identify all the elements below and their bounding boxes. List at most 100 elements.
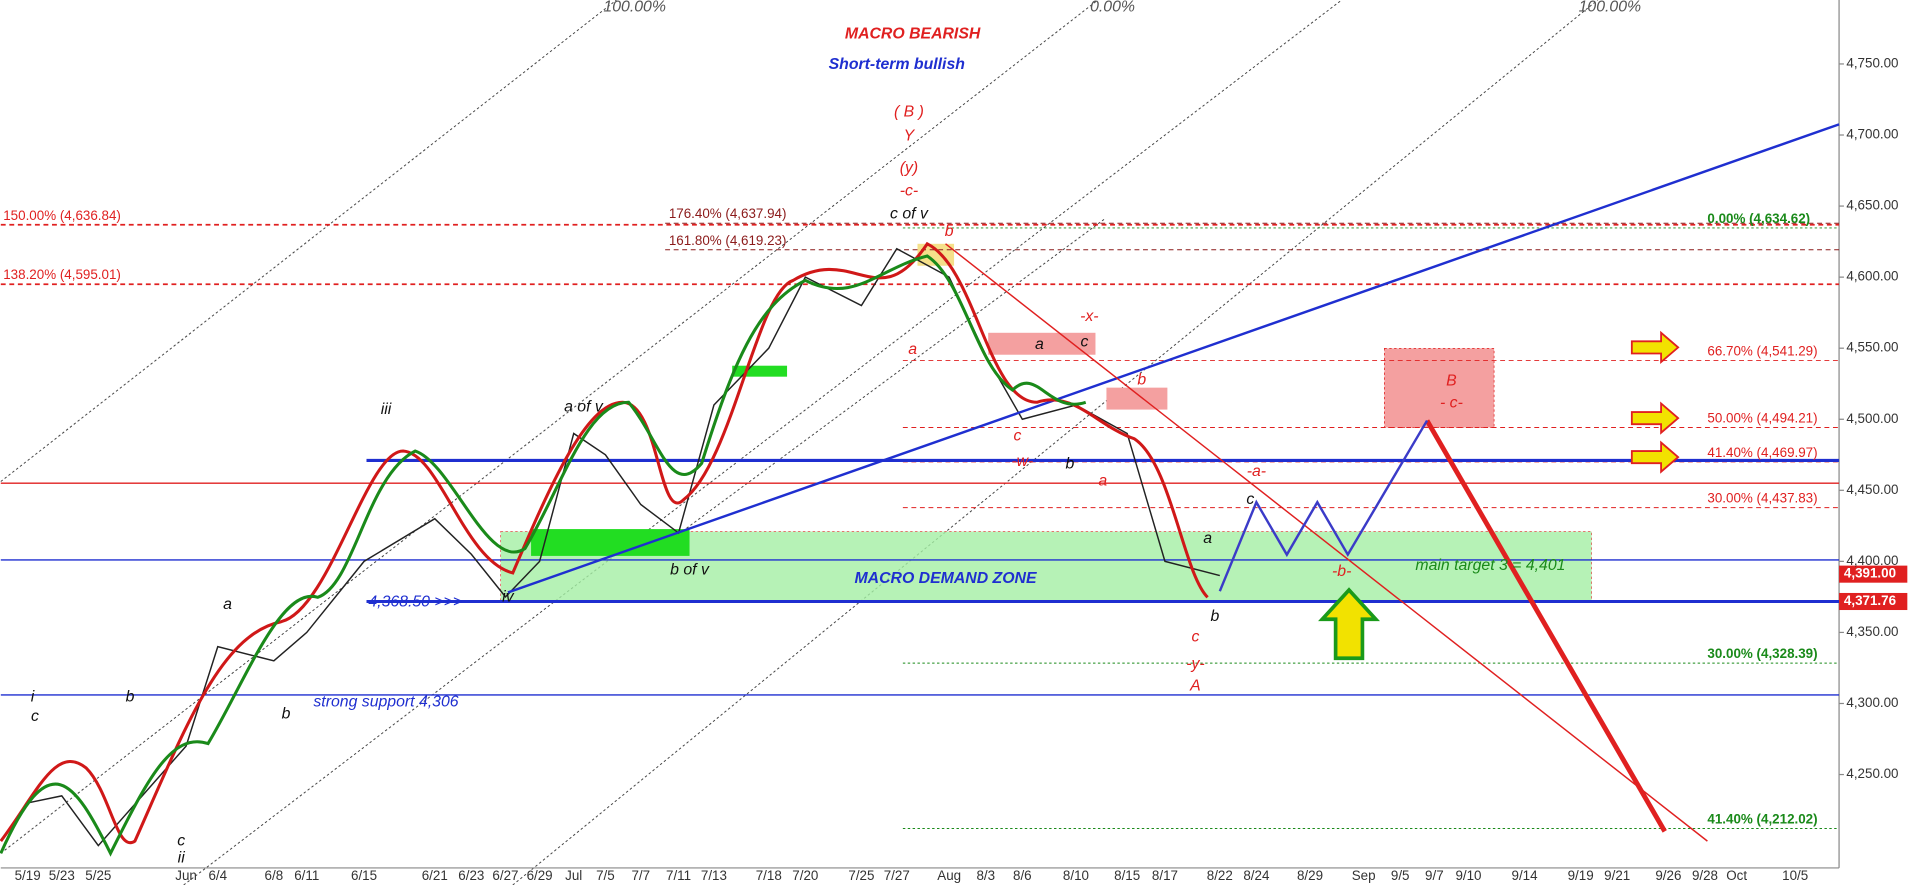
x-tick-label: 7/13	[701, 868, 727, 883]
x-tick-label: 9/28	[1692, 868, 1718, 883]
small-demand-block	[732, 365, 788, 377]
annotation: c of v	[890, 206, 929, 223]
y-tick-label: 4,750.00	[1846, 55, 1898, 70]
annotation: a	[223, 596, 232, 613]
annotation: b	[282, 706, 291, 723]
x-tick-label: 6/27	[492, 868, 518, 883]
x-tick-label: 7/27	[884, 868, 910, 883]
x-tick-label: 7/25	[848, 868, 874, 883]
y-tick-label: 4,400.00	[1846, 553, 1898, 568]
annotation: c	[177, 832, 185, 849]
fib-label: 41.40% (4,469.97)	[1707, 445, 1817, 460]
fib-label: 161.80% (4,619.23)	[669, 233, 787, 248]
annotation: iv	[502, 589, 515, 606]
parallel-channels	[0, 0, 1599, 885]
annotation: b	[1211, 608, 1220, 625]
x-tick-label: 8/29	[1297, 868, 1323, 883]
annotation: b of v	[670, 562, 710, 579]
annotation: -a-	[1247, 463, 1266, 480]
supply-block	[988, 332, 1096, 355]
x-tick-label: 8/22	[1207, 868, 1233, 883]
x-tick-label: 5/25	[85, 868, 111, 883]
x-tick-label: 6/29	[527, 868, 553, 883]
x-tick-label: 9/21	[1604, 868, 1630, 883]
x-tick-label: 7/18	[756, 868, 782, 883]
annotation: -b-	[1332, 563, 1351, 580]
annotation: B	[1446, 373, 1457, 390]
y-tick-label: 4,250.00	[1846, 766, 1898, 781]
y-tick-label: 4,450.00	[1846, 482, 1898, 497]
y-tick-label: 4,700.00	[1846, 127, 1898, 142]
annotation: - c-	[1440, 395, 1463, 412]
x-tick-label: 10/5	[1782, 868, 1808, 883]
fib-label: 30.00% (4,328.39)	[1707, 646, 1817, 661]
annotation: b	[1065, 456, 1074, 473]
fib-label: 150.00% (4,636.84)	[3, 208, 121, 223]
x-tick-label: 9/26	[1655, 868, 1681, 883]
annotation: i	[31, 688, 35, 705]
annotation: c	[1246, 491, 1254, 508]
annotation: b	[126, 688, 135, 705]
annotation: c	[1013, 428, 1021, 445]
x-tick-label: 9/7	[1425, 868, 1444, 883]
y-tick-label: 4,650.00	[1846, 198, 1898, 213]
price-flag	[1839, 592, 1908, 611]
fib-label: 41.40% (4,212.02)	[1707, 812, 1817, 827]
supply-block	[1106, 387, 1168, 410]
fib-label: 50.00% (4,494.21)	[1707, 410, 1817, 425]
x-tick-label: 8/15	[1114, 868, 1140, 883]
y-tick-label: 4,350.00	[1846, 624, 1898, 639]
x-tick-label: Jul	[565, 868, 582, 883]
annotation: -c-	[900, 183, 918, 200]
annotation: A	[1189, 677, 1201, 694]
price-flag-label: 4,371.76	[1844, 593, 1896, 608]
x-tick-label: 5/23	[49, 868, 75, 883]
x-tick-label: 6/15	[351, 868, 377, 883]
annotation: main target 3 = 4,401	[1415, 557, 1565, 574]
annotation: a	[908, 341, 917, 358]
annotation: -w-	[1011, 453, 1033, 470]
annotation: 100.00%	[1579, 0, 1642, 16]
annotation: Short-term bullish	[829, 56, 965, 73]
x-tick-label: 8/17	[1152, 868, 1178, 883]
arrows	[1318, 330, 1680, 661]
fib-label: 66.70% (4,541.29)	[1707, 344, 1817, 359]
annotation: ii	[178, 849, 186, 866]
x-tick-label: 9/10	[1455, 868, 1481, 883]
x-tick-label: 8/3	[976, 868, 995, 883]
annotation: 4,368.50 >>>	[368, 593, 462, 610]
fib-label: 138.20% (4,595.01)	[3, 267, 121, 282]
annotation: 100.00%	[603, 0, 666, 16]
y-tick-label: 4,300.00	[1846, 695, 1898, 710]
annotation: a	[1035, 336, 1044, 353]
demand-block	[531, 529, 690, 556]
y-tick-label: 4,500.00	[1846, 411, 1898, 426]
annotation: c	[1081, 334, 1089, 351]
annotation: a	[1203, 530, 1212, 547]
x-tick-label: 7/7	[631, 868, 650, 883]
annotation: a	[1098, 473, 1107, 490]
x-tick-label: 9/5	[1391, 868, 1410, 883]
annotation: -y-	[1186, 656, 1204, 673]
x-tick-label: 6/11	[294, 868, 319, 883]
x-tick-label: 8/6	[1013, 868, 1032, 883]
annotation: strong support 4,306	[313, 693, 458, 710]
fib-label: 0.00% (4,634.62)	[1707, 211, 1810, 226]
price-flag-label: 4,391.00	[1844, 566, 1896, 581]
price-flag	[1839, 565, 1908, 583]
x-tick-label: 6/8	[265, 868, 284, 883]
x-tick-label: 6/23	[458, 868, 484, 883]
x-tick-label: Oct	[1726, 868, 1747, 883]
x-tick-label: 6/4	[208, 868, 227, 883]
annotation: iii	[381, 401, 392, 418]
x-tick-label: 9/14	[1512, 868, 1539, 883]
x-tick-label: 8/24	[1243, 868, 1270, 883]
annotation: b	[945, 223, 954, 240]
x-tick-label: 7/11	[666, 868, 691, 883]
annotation: (y)	[900, 159, 918, 176]
annotation: MACRO DEMAND ZONE	[855, 570, 1037, 587]
annotation: ( B )	[894, 103, 924, 120]
x-tick-label: 9/19	[1568, 868, 1594, 883]
y-tick-label: 4,550.00	[1846, 340, 1898, 355]
